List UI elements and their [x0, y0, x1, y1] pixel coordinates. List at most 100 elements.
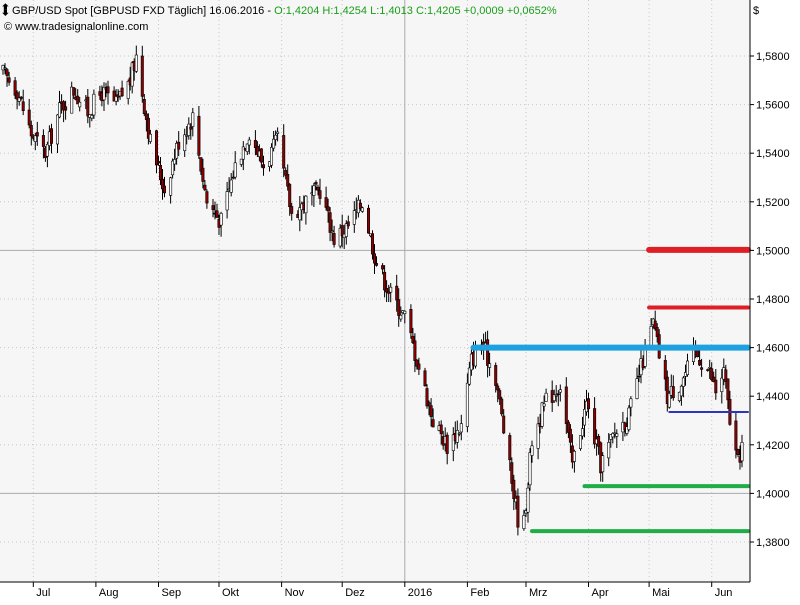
y-tick-label: 1,4600 — [756, 343, 790, 355]
candle — [601, 452, 605, 482]
candle — [586, 392, 590, 419]
candle — [358, 199, 362, 211]
candle — [389, 283, 393, 303]
candle-body — [556, 393, 560, 396]
candle-body — [417, 363, 421, 370]
candle-body — [328, 212, 332, 233]
candle — [685, 353, 689, 377]
candle-body — [615, 433, 619, 437]
candle — [261, 155, 265, 176]
candle-body — [175, 143, 179, 159]
candle — [253, 130, 257, 156]
candle — [7, 71, 11, 86]
candle-body — [229, 179, 233, 193]
candle-body — [564, 386, 568, 424]
candle-body — [649, 325, 653, 346]
candle — [159, 157, 163, 186]
candle-body — [389, 286, 393, 293]
candle-body — [163, 185, 167, 194]
candle-body — [399, 314, 403, 320]
candle — [566, 419, 570, 439]
header-title: GBP/USD Spot [GBPUSD FXD Täglich] 16.06.… — [12, 5, 274, 17]
candle — [64, 100, 68, 120]
candle — [593, 397, 597, 449]
candle-body — [92, 93, 96, 116]
candle — [700, 358, 704, 377]
candle — [671, 375, 675, 401]
candle — [70, 81, 74, 114]
candle-body — [241, 146, 245, 160]
candle — [397, 288, 401, 327]
candle-body — [736, 449, 740, 455]
candle-body — [526, 487, 530, 513]
candle — [55, 114, 59, 153]
candle-body — [558, 389, 562, 393]
candle-body — [637, 375, 641, 378]
candle — [556, 390, 560, 407]
candle-body — [712, 376, 716, 382]
candle — [708, 359, 712, 379]
candle — [465, 373, 469, 433]
candle-body — [465, 382, 469, 427]
candle-body — [366, 207, 370, 234]
candle-body — [679, 385, 683, 397]
candle-body — [552, 394, 556, 402]
candle-body — [247, 139, 251, 146]
candle — [360, 206, 364, 213]
candle — [330, 219, 334, 242]
candle — [304, 195, 308, 225]
candle-body — [197, 115, 201, 156]
candle — [512, 474, 516, 511]
candle-body — [457, 432, 461, 435]
candle — [247, 136, 251, 155]
candle — [522, 509, 526, 531]
candle-body — [161, 178, 165, 190]
y-tick-label: 1,5800 — [756, 51, 790, 63]
y-tick-label: 1,5000 — [756, 245, 790, 257]
candle-body — [19, 96, 23, 99]
candle-body — [720, 377, 724, 393]
y-tick-label: 1,5200 — [756, 197, 790, 209]
candle-body — [726, 378, 730, 401]
candle — [219, 211, 223, 237]
candle-body — [346, 221, 350, 227]
candle-body — [253, 140, 257, 149]
y-tick-label: 1,5600 — [756, 100, 790, 112]
candle-body — [140, 55, 144, 97]
candle-body — [663, 360, 667, 380]
candle-body — [671, 386, 675, 399]
candle — [488, 352, 492, 377]
candle — [346, 215, 350, 229]
candle-body — [429, 405, 433, 417]
candle — [175, 140, 179, 165]
candle-body — [710, 368, 714, 381]
candle — [241, 141, 245, 171]
candle-body — [215, 210, 219, 218]
candle-body — [148, 133, 152, 142]
candle-body — [714, 379, 718, 394]
candle-body — [142, 99, 146, 115]
candle — [677, 391, 681, 403]
candle-body — [554, 394, 558, 397]
x-tick-label: Nov — [285, 587, 305, 599]
candle-body — [70, 86, 74, 114]
candle-body — [627, 407, 631, 430]
candle-body — [112, 90, 116, 102]
candle — [199, 157, 203, 175]
candle — [712, 371, 716, 383]
candle — [613, 422, 617, 439]
header: GBP/USD Spot [GBPUSD FXD Täglich] 16.06.… — [2, 3, 759, 33]
candle-body — [3, 67, 7, 69]
candle — [726, 378, 730, 409]
candle — [607, 433, 611, 467]
candle-body — [706, 369, 710, 371]
candle-body — [326, 206, 330, 212]
candle — [427, 400, 431, 416]
candle — [429, 398, 433, 427]
candle-body — [607, 442, 611, 459]
candle — [423, 367, 427, 387]
candle — [667, 390, 671, 409]
candle-body — [360, 207, 364, 212]
candle — [144, 110, 148, 132]
candle-body — [611, 433, 615, 438]
